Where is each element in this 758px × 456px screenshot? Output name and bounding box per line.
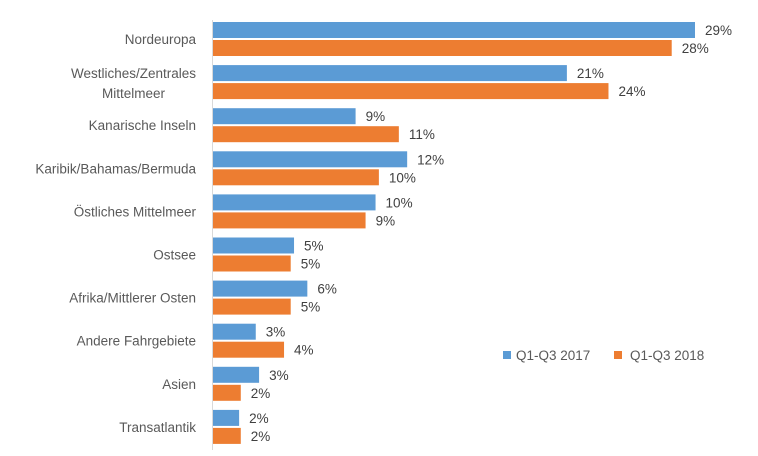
bar-2017	[212, 65, 567, 82]
data-label: 2%	[249, 411, 269, 426]
bar-2017	[212, 151, 408, 168]
data-label: 10%	[389, 170, 416, 185]
bar-2018	[212, 298, 291, 315]
bar-2018	[212, 255, 291, 272]
category-label: Transatlantik	[119, 420, 196, 435]
data-label: 28%	[682, 41, 709, 56]
data-label: 5%	[301, 257, 321, 272]
data-label: 10%	[386, 195, 413, 210]
category-label: Afrika/Mittlerer Osten	[69, 291, 196, 306]
data-label: 9%	[376, 213, 396, 228]
legend-swatch-2017	[503, 351, 511, 359]
category-label: Ostsee	[153, 248, 196, 263]
bar-2018	[212, 40, 672, 56]
bar-2018	[212, 341, 285, 358]
bar-2018	[212, 83, 609, 100]
category-label: Andere Fahrgebiete	[77, 334, 196, 349]
bar-2018	[212, 384, 241, 401]
bar-2017	[212, 108, 356, 125]
data-label: 21%	[577, 66, 604, 81]
bar-2017	[212, 323, 256, 340]
data-label: 24%	[618, 84, 645, 99]
category-label: Nordeuropa	[125, 32, 197, 47]
category-label: Kanarische Inseln	[89, 118, 196, 133]
bar-2017	[212, 366, 260, 383]
data-label: 2%	[251, 386, 271, 401]
legend-label-2018: Q1-Q3 2018	[630, 348, 704, 363]
data-label: 12%	[417, 152, 444, 167]
data-label: 9%	[366, 109, 386, 124]
legend: Q1-Q3 2017 Q1-Q3 2018	[503, 348, 704, 363]
bar-2018	[212, 212, 366, 229]
data-label: 3%	[269, 368, 289, 383]
bar-2017	[212, 22, 695, 38]
data-label: 6%	[317, 282, 337, 297]
bar-2017	[212, 194, 376, 211]
category-label: Östliches Mittelmeer	[74, 204, 197, 219]
data-label: 5%	[304, 239, 324, 254]
bar-2017	[212, 280, 308, 297]
bar-2018	[212, 126, 399, 143]
data-label: 11%	[409, 127, 435, 142]
data-label: 5%	[301, 300, 321, 315]
legend-swatch-2018	[614, 351, 622, 359]
bar-2018	[212, 169, 379, 186]
data-label: 29%	[705, 23, 732, 38]
category-label: Karibik/Bahamas/Bermuda	[35, 161, 196, 176]
category-label: Asien	[162, 377, 196, 392]
category-label: Westliches/Zentrales Mittelmeer	[71, 66, 196, 101]
bar-2017	[212, 409, 240, 426]
bar-2017	[212, 237, 295, 254]
data-label: 4%	[294, 343, 314, 358]
data-label: 2%	[251, 429, 271, 444]
data-label: 3%	[266, 325, 286, 340]
bar-2018	[212, 427, 241, 444]
legend-label-2017: Q1-Q3 2017	[516, 348, 590, 363]
